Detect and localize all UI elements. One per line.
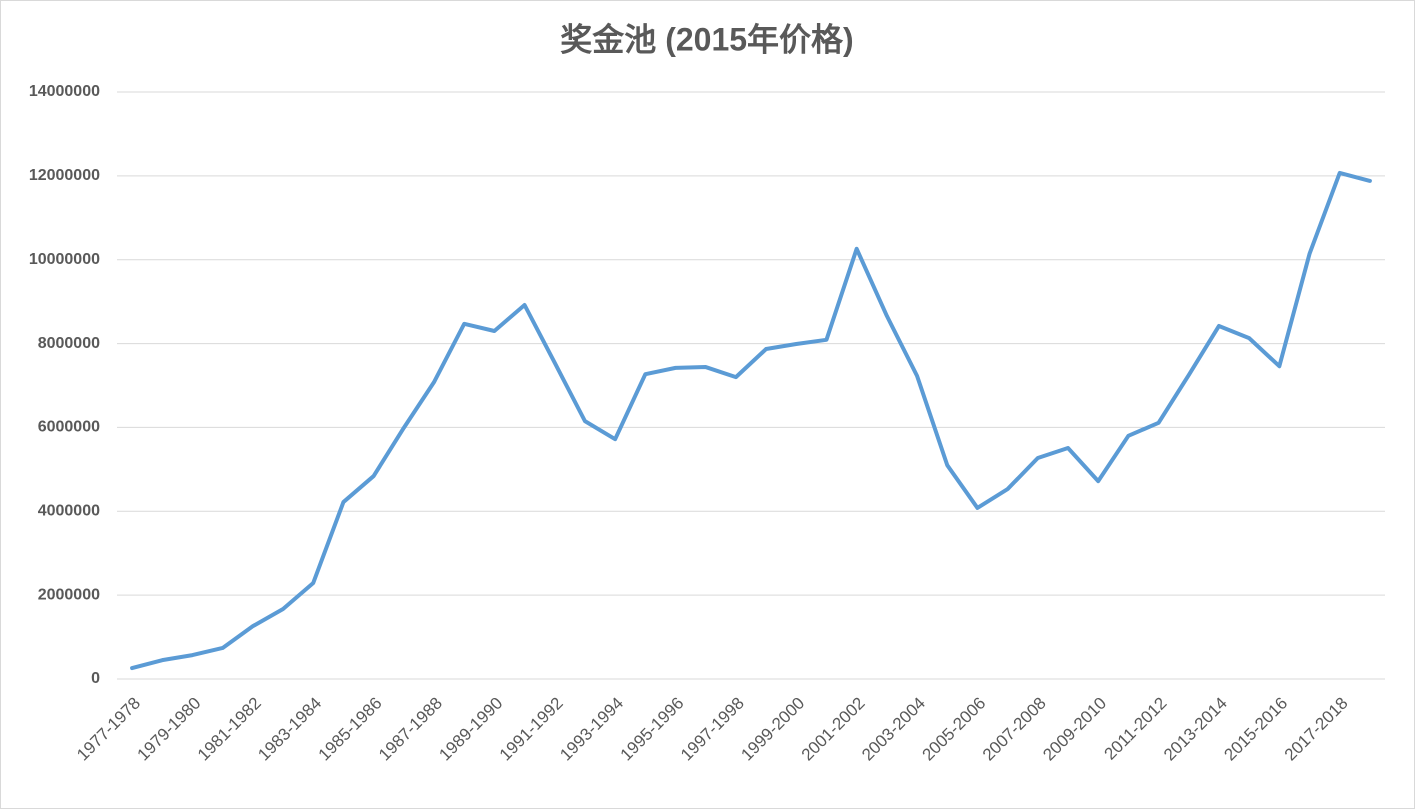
y-tick-label: 14000000 [29, 83, 100, 100]
y-tick-label: 6000000 [38, 419, 100, 436]
data-line [130, 170, 1372, 671]
y-tick-label: 12000000 [29, 167, 100, 184]
y-tick-label: 4000000 [38, 503, 100, 520]
y-tick-label: 0 [91, 670, 100, 687]
y-tick-label: 2000000 [38, 586, 100, 603]
y-tick-label: 10000000 [29, 251, 100, 268]
y-tick-label: 8000000 [38, 335, 100, 352]
chart-title: 奖金池 (2015年价格) [560, 21, 853, 57]
